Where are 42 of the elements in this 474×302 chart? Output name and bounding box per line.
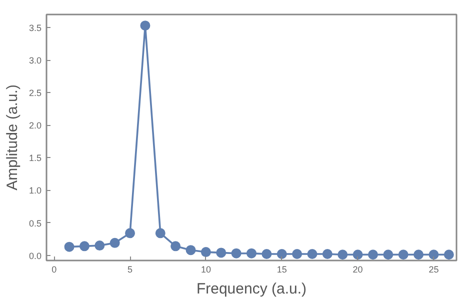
x-axis-title: Frequency (a.u.) <box>196 280 307 298</box>
point <box>94 240 105 251</box>
point <box>292 249 302 259</box>
x-tick-label: 10 <box>200 264 211 274</box>
x-tick-label: 0 <box>52 264 57 274</box>
point <box>170 241 181 252</box>
point <box>155 228 166 238</box>
y-tick-label: 3.0 <box>28 56 42 66</box>
point <box>383 250 394 260</box>
point <box>110 238 120 248</box>
y-tick-label: 0.0 <box>28 250 42 261</box>
point <box>322 249 332 259</box>
point <box>216 248 226 258</box>
point <box>231 248 242 258</box>
x-tick-label: 5 <box>128 264 133 274</box>
point <box>352 250 363 260</box>
point <box>186 245 196 256</box>
point <box>140 20 150 31</box>
point <box>428 250 439 260</box>
y-tick-label: 2.5 <box>28 88 42 98</box>
x-tick-label: 25 <box>428 264 439 274</box>
y-tick-label: 2.0 <box>28 120 42 131</box>
point <box>262 249 272 259</box>
point <box>79 241 90 252</box>
point <box>414 250 424 260</box>
point <box>276 249 287 259</box>
y-axis-title: Amplitude (a.u.) <box>4 84 21 190</box>
point <box>307 249 318 259</box>
point <box>64 242 74 252</box>
y-tick-label: 1.5 <box>28 153 42 164</box>
point <box>368 250 378 260</box>
x-tick-label: 20 <box>352 264 363 274</box>
point <box>125 228 136 238</box>
point <box>246 248 256 258</box>
x-tick-label: 15 <box>276 264 287 274</box>
point <box>444 250 454 260</box>
point <box>398 250 408 260</box>
y-tick-label: 0.5 <box>28 218 42 228</box>
y-tick-label: 1.0 <box>28 186 42 196</box>
point <box>200 247 211 258</box>
y-tick-label: 3.5 <box>28 23 42 34</box>
point <box>338 250 348 260</box>
